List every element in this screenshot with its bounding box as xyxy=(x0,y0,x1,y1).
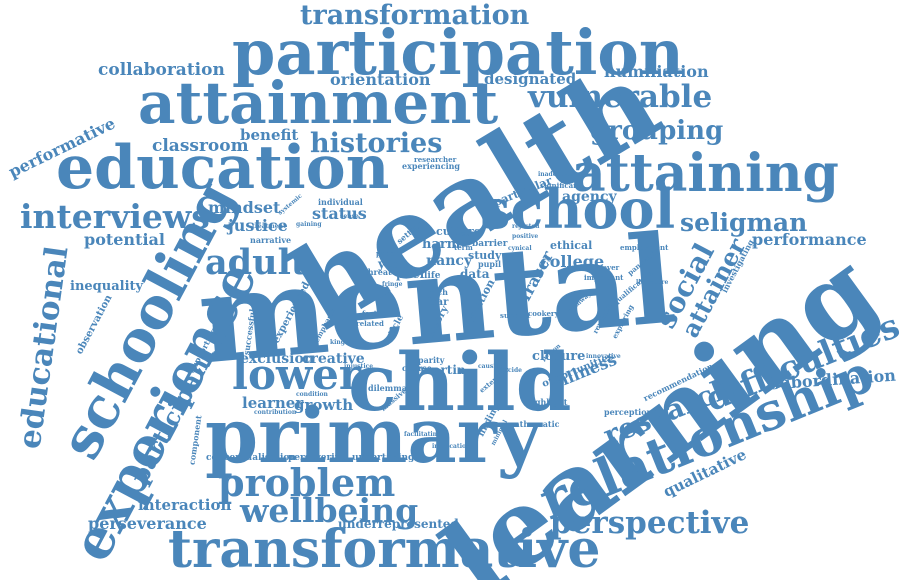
word-closure: closure xyxy=(532,349,586,364)
word-important: important xyxy=(584,273,624,282)
word-factor: factor xyxy=(362,309,386,318)
word-experiencing: experiencing xyxy=(402,161,461,171)
word-transformation: transformation xyxy=(300,0,530,31)
word-researcher: researcher xyxy=(414,155,457,164)
word-lower: lower xyxy=(232,350,361,399)
word-undertaking: undertaking xyxy=(352,453,415,463)
word-college: college xyxy=(540,252,605,271)
word-related: related xyxy=(356,319,384,328)
word-barrier: barrier xyxy=(472,239,508,249)
word-condition: condition xyxy=(296,391,328,398)
word-data: data xyxy=(460,267,490,281)
word-support: support xyxy=(500,311,531,320)
word-mindset: mindset xyxy=(208,198,281,217)
word-underrepresented: underrepresented xyxy=(338,517,459,531)
word-school: school xyxy=(480,177,676,241)
word-implication: implication xyxy=(432,443,471,450)
word-significant: significant xyxy=(540,181,582,190)
word-interviews: interviews xyxy=(20,197,210,236)
word-year: year xyxy=(378,257,407,271)
word-grouping: grouping xyxy=(590,116,724,146)
word-persevering: persevering xyxy=(288,453,348,463)
word-suicide: suicide xyxy=(498,367,522,374)
word-rejected: rejected xyxy=(512,223,540,230)
word-life: life xyxy=(424,271,441,281)
word-course: course xyxy=(402,363,432,373)
word-attaining: attaining xyxy=(572,143,839,204)
word-conceptualisation: conceptualisation xyxy=(206,453,296,463)
word-innovative: innovative xyxy=(586,353,621,360)
word-justice: justice xyxy=(228,216,288,235)
word-creative: creative xyxy=(302,351,365,367)
word-seligman: seligman xyxy=(680,208,808,237)
word-transformative: transformative xyxy=(168,519,601,580)
word-cookery: cookery xyxy=(528,309,559,318)
word-individual: individual xyxy=(318,197,363,207)
word-growth: growth xyxy=(294,396,354,414)
word-dilemma: dilemma xyxy=(368,383,407,393)
word-narrative: narrative xyxy=(250,235,292,245)
word-pupil: pupil xyxy=(478,259,502,269)
word-fringe: fringe xyxy=(382,281,403,288)
word-inequality: inequality xyxy=(70,279,144,294)
word-causing: causing xyxy=(478,363,505,370)
word-designated: designated xyxy=(484,70,577,88)
word-perception: perception xyxy=(604,407,653,417)
word-potential: potential xyxy=(84,230,165,249)
word-adult: adult xyxy=(205,242,308,283)
word-perseverance: perseverance xyxy=(88,514,207,533)
word-nancy: nancy xyxy=(426,253,473,269)
word-humiliation: humiliation xyxy=(604,62,709,81)
word-histories: histories xyxy=(310,128,443,159)
word-rich: rich xyxy=(430,287,448,297)
word-classroom: classroom xyxy=(152,136,249,156)
word-cynical: cynical xyxy=(508,245,532,252)
word-benefit: benefit xyxy=(240,126,299,144)
word-term: term xyxy=(454,243,473,252)
word-status: status xyxy=(312,204,367,223)
word-parity: parity xyxy=(418,355,445,365)
word-agency: agency xyxy=(562,189,617,205)
word-exclusion: exclusion xyxy=(240,351,314,367)
word-martin: martin xyxy=(420,363,466,377)
word-threat: threat xyxy=(364,267,392,277)
word-attainment: attainment xyxy=(138,69,499,137)
word-harm: harm xyxy=(422,237,461,252)
word-mathematic: mathematic xyxy=(506,419,560,429)
word-ethical: ethical xyxy=(550,239,593,252)
word-vulnerable: vulnerable xyxy=(528,79,713,115)
word-achiever: achiever xyxy=(586,263,620,272)
word-interaction: interaction xyxy=(138,496,232,514)
word-child: child xyxy=(348,335,572,429)
word-paper: paper xyxy=(376,249,399,258)
word-problem: problem xyxy=(218,460,396,505)
word-education: education xyxy=(56,133,390,203)
word-study: study xyxy=(468,249,502,262)
word-learner: learner xyxy=(242,394,304,412)
word-perspective: perspective xyxy=(550,505,750,541)
word-fiction: fiction xyxy=(456,229,482,238)
word-contribution: contribution xyxy=(254,409,297,416)
word-gaining: gaining xyxy=(296,221,322,228)
word-positive: positive xyxy=(512,233,539,240)
word-wellbeing: wellbeing xyxy=(240,491,419,530)
word-facilitating: facilitating xyxy=(404,431,442,438)
word-injustice: injustice xyxy=(344,363,374,370)
word-orientation: orientation xyxy=(330,70,431,89)
word-primary: primary xyxy=(205,391,541,480)
word-inadequate: inadequate xyxy=(538,171,576,178)
word-literature: literature xyxy=(636,279,669,286)
word-fear: fear xyxy=(426,297,449,308)
word-highlight: highlight xyxy=(526,397,568,407)
word-sense: sense xyxy=(340,213,359,220)
word-culture: culture xyxy=(436,225,481,238)
word-collaboration: collaboration xyxy=(98,60,225,80)
word-employment: employment xyxy=(620,243,669,252)
word-participation: participation xyxy=(232,16,684,89)
word-peer: peer xyxy=(396,267,426,281)
word-performance: performance xyxy=(752,230,867,249)
word-treatment: treatment xyxy=(252,223,286,230)
word-kingdom: kingdom xyxy=(330,339,360,346)
